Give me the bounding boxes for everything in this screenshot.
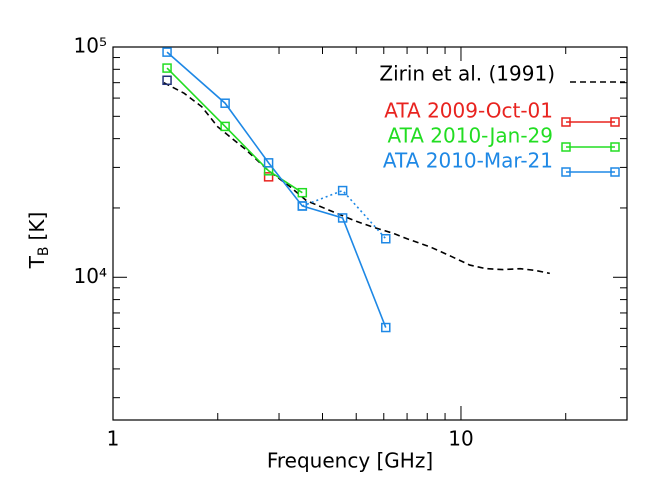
x-tick-label: 10 bbox=[448, 427, 473, 451]
marker bbox=[263, 158, 274, 168]
legend-label: Zirin et al. (1991) bbox=[379, 62, 555, 86]
legend-marker bbox=[610, 167, 620, 177]
x-axis-label: Frequency [GHz] bbox=[267, 449, 433, 473]
marker bbox=[381, 233, 391, 244]
legend-marker bbox=[561, 167, 571, 177]
y-axis-label: TB [K] bbox=[25, 212, 53, 270]
y-tick-label: 10⁴ bbox=[74, 264, 107, 288]
legend-marker bbox=[561, 142, 571, 152]
y-label-main: T bbox=[25, 255, 49, 269]
marker bbox=[263, 172, 274, 182]
marker bbox=[220, 98, 230, 108]
y-label-unit: [K] bbox=[25, 212, 49, 241]
marker bbox=[297, 187, 308, 198]
series-line bbox=[166, 51, 387, 328]
legend-marker bbox=[610, 117, 620, 127]
legend-marker bbox=[610, 142, 620, 152]
marker bbox=[220, 121, 230, 132]
y-tick-label: 10⁵ bbox=[74, 34, 107, 58]
legend-marker bbox=[561, 117, 571, 127]
marker bbox=[337, 213, 348, 223]
marker bbox=[297, 201, 308, 211]
legend-label: ATA 2010-Mar-21 bbox=[383, 149, 553, 173]
plot-frame bbox=[112, 46, 628, 421]
legend-label: ATA 2010-Jan-29 bbox=[387, 124, 553, 148]
y-label-sub: B bbox=[36, 246, 52, 256]
marker bbox=[162, 47, 172, 57]
marker bbox=[337, 185, 348, 196]
legend-label: ATA 2009-Oct-01 bbox=[384, 99, 553, 123]
marker bbox=[162, 75, 172, 86]
x-tick-label: 1 bbox=[107, 427, 120, 451]
marker bbox=[381, 322, 391, 333]
marker bbox=[162, 63, 172, 73]
series-line bbox=[302, 189, 387, 240]
series-line bbox=[163, 81, 550, 275]
series-line bbox=[166, 67, 303, 194]
